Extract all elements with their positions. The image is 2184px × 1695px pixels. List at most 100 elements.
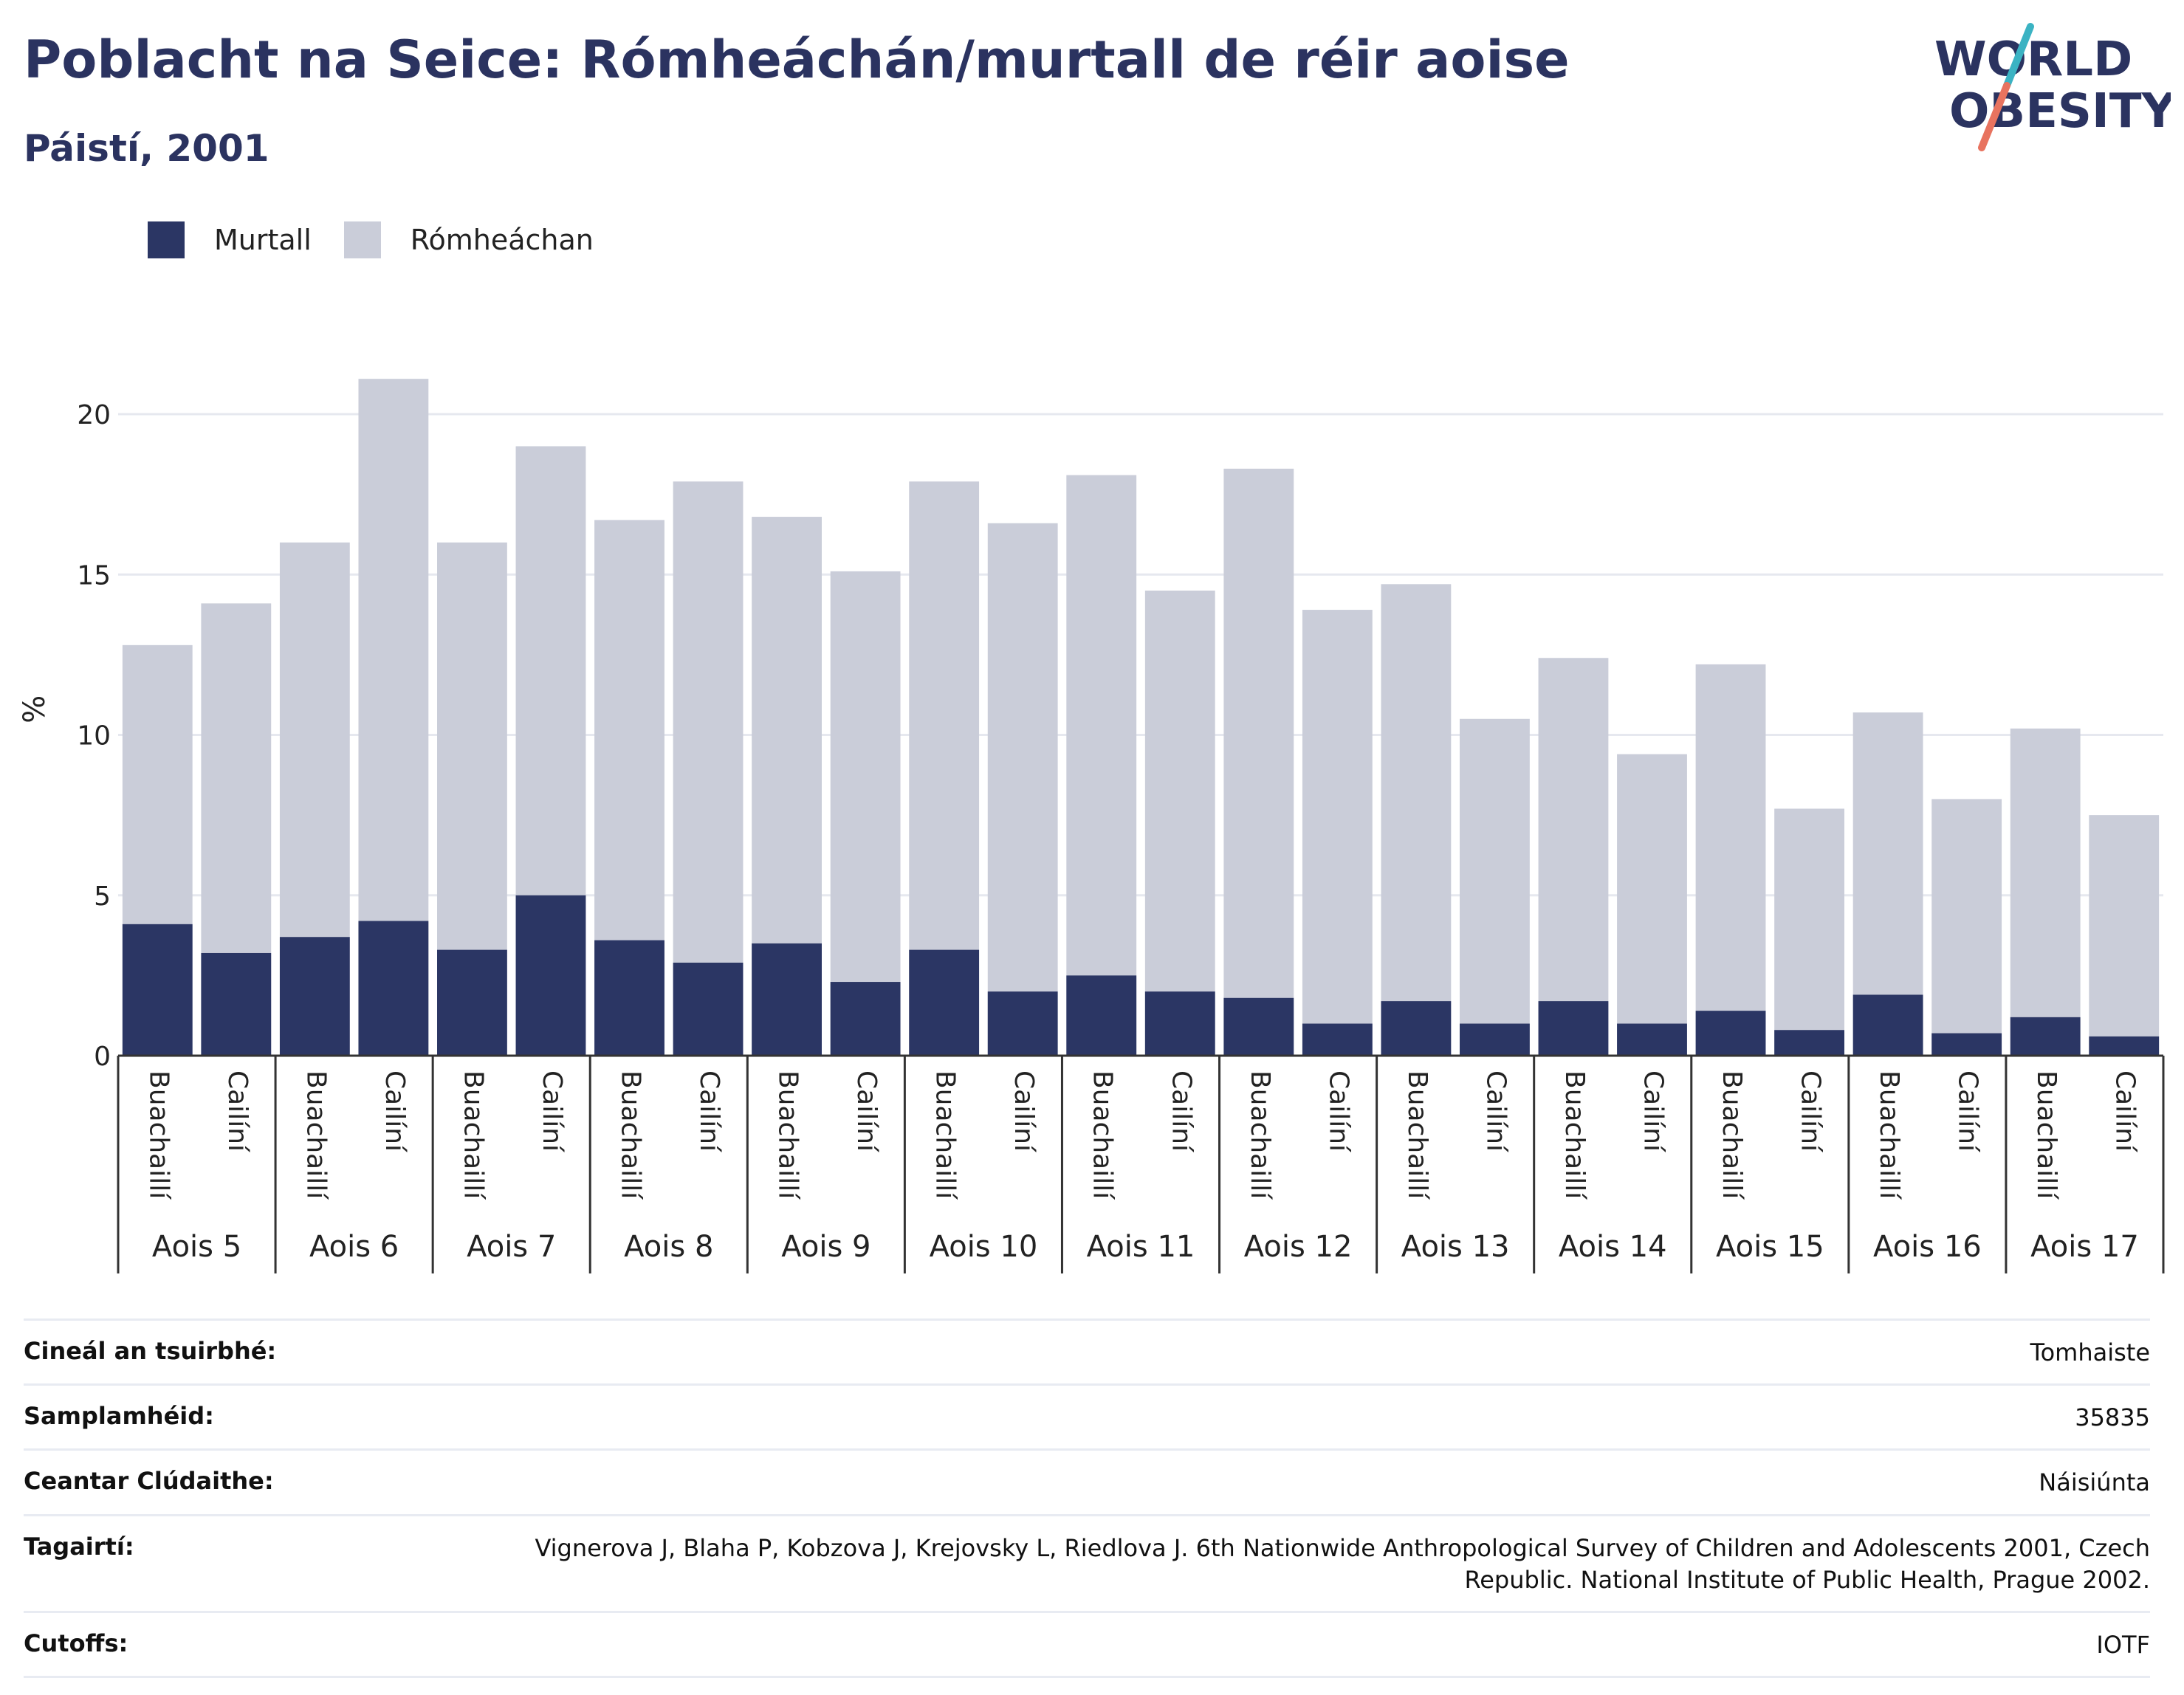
world-obesity-logo: WORLD OBESITY bbox=[1934, 23, 2171, 151]
bar-overweight bbox=[1066, 475, 1137, 1056]
bar-overweight bbox=[987, 523, 1058, 1056]
survey-info-table: Cineál an tsuirbhé: Tomhaiste Samplamhéi… bbox=[24, 1318, 2150, 1679]
bar-obese bbox=[437, 949, 507, 1056]
bar-obese bbox=[830, 982, 901, 1056]
x-subcategory-label: Buachaillí bbox=[2031, 1070, 2061, 1200]
cutoffs-label: Cutoffs: bbox=[24, 1629, 128, 1657]
bar-obese bbox=[1538, 1001, 1609, 1056]
x-subcategory-label: Cailíní bbox=[380, 1070, 410, 1152]
x-subcategory-label: Buachaillí bbox=[1245, 1070, 1275, 1200]
references-row: Tagairtí: Vignerova J, Blaha P, Kobzova … bbox=[24, 1516, 2150, 1613]
y-tick-label: 0 bbox=[94, 1042, 111, 1072]
bar-overweight bbox=[2010, 728, 2081, 1056]
x-group-label: Aois 15 bbox=[1716, 1230, 1824, 1264]
bar-obese bbox=[987, 991, 1058, 1056]
legend: Murtall Rómheáchan bbox=[148, 220, 626, 260]
area-covered-value: Náisiúnta bbox=[2039, 1468, 2150, 1497]
bar-obese bbox=[2089, 1036, 2160, 1056]
references-label: Tagairtí: bbox=[24, 1532, 134, 1561]
x-subcategory-label: Cailíní bbox=[2110, 1070, 2140, 1152]
area-covered-row: Ceantar Clúdaithe: Náisiúnta bbox=[24, 1451, 2150, 1516]
bar-obese bbox=[122, 924, 193, 1056]
y-tick-label: 10 bbox=[77, 721, 111, 752]
bar-overweight bbox=[673, 481, 744, 1056]
bar-overweight bbox=[1381, 584, 1452, 1056]
x-subcategory-label: Cailíní bbox=[1953, 1070, 1983, 1152]
x-subcategory-label: Buachaillí bbox=[773, 1070, 803, 1200]
logo-text-world: WORLD bbox=[1934, 32, 2132, 87]
legend-item-overweight: Rómheáchan bbox=[343, 221, 594, 258]
bar-overweight bbox=[1223, 468, 1294, 1056]
bar-obese bbox=[594, 940, 665, 1056]
bar-obese bbox=[279, 937, 350, 1056]
bar-obese bbox=[1617, 1023, 1687, 1056]
references-value: Vignerova J, Blaha P, Kobzova J, Krejovs… bbox=[535, 1533, 2150, 1594]
logo-slash-coral bbox=[1978, 82, 2010, 151]
x-subcategory-label: Buachaillí bbox=[1717, 1070, 1747, 1200]
bar-obese bbox=[1852, 994, 1923, 1056]
x-group-label: Aois 9 bbox=[781, 1230, 870, 1264]
x-subcategory-label: Cailíní bbox=[1480, 1070, 1511, 1152]
x-subcategory-label: Buachaillí bbox=[143, 1070, 174, 1200]
x-subcategory-label: Cailíní bbox=[1638, 1070, 1669, 1152]
bar-obese bbox=[673, 962, 744, 1056]
x-subcategory-label: Buachaillí bbox=[1402, 1070, 1432, 1200]
x-group-label: Aois 7 bbox=[467, 1230, 556, 1264]
bar-obese bbox=[909, 949, 980, 1056]
x-group-label: Aois 12 bbox=[1244, 1230, 1353, 1264]
x-subcategory-label: Buachaillí bbox=[458, 1070, 488, 1200]
x-subcategory-label: Cailíní bbox=[694, 1070, 724, 1152]
x-subcategory-label: Cailíní bbox=[1323, 1070, 1353, 1152]
chart-title: Poblacht na Seice: Rómheáchán/murtall de… bbox=[24, 30, 1570, 90]
bar-obese bbox=[1460, 1023, 1530, 1056]
x-subcategory-label: Buachaillí bbox=[1874, 1070, 1904, 1200]
bar-obese bbox=[1066, 975, 1137, 1056]
bar-obese bbox=[2010, 1017, 2081, 1056]
x-group-label: Aois 16 bbox=[1873, 1230, 1982, 1264]
y-tick-label: 5 bbox=[94, 881, 111, 912]
bar-overweight bbox=[1695, 664, 1766, 1056]
x-subcategory-label: Buachaillí bbox=[1088, 1070, 1118, 1200]
x-group-label: Aois 6 bbox=[309, 1230, 399, 1264]
x-subcategory-label: Cailíní bbox=[537, 1070, 567, 1152]
logo-slash-teal bbox=[2003, 23, 2034, 89]
x-subcategory-label: Buachaillí bbox=[1559, 1070, 1590, 1200]
cutoffs-value: IOTF bbox=[2096, 1630, 2150, 1659]
bar-overweight bbox=[830, 571, 901, 1056]
bar-overweight bbox=[1302, 610, 1373, 1056]
bar-obese bbox=[1774, 1030, 1844, 1056]
x-group-label: Aois 5 bbox=[152, 1230, 241, 1264]
x-group-label: Aois 13 bbox=[1401, 1230, 1510, 1264]
sample-size-value: 35835 bbox=[2075, 1403, 2150, 1432]
bar-overweight bbox=[1931, 799, 2002, 1056]
cutoffs-row: Cutoffs: IOTF bbox=[24, 1613, 2150, 1679]
x-subcategory-label: Cailíní bbox=[1166, 1070, 1196, 1152]
x-subcategory-label: Buachaillí bbox=[616, 1070, 646, 1200]
bar-obese bbox=[752, 943, 822, 1056]
x-group-label: Aois 8 bbox=[624, 1230, 713, 1264]
legend-label-overweight: Rómheáchan bbox=[410, 224, 594, 256]
x-subcategory-label: Cailíní bbox=[222, 1070, 253, 1152]
legend-item-obese: Murtall bbox=[148, 221, 312, 258]
bar-obese bbox=[358, 921, 429, 1056]
y-tick-label: 15 bbox=[77, 560, 111, 591]
bar-obese bbox=[1144, 991, 1215, 1056]
bar-obese bbox=[1931, 1033, 2002, 1056]
sample-size-label: Samplamhéid: bbox=[24, 1402, 214, 1431]
x-subcategory-label: Cailíní bbox=[1796, 1070, 1826, 1152]
survey-type-value: Tomhaiste bbox=[2030, 1338, 2150, 1366]
x-subcategory-label: Buachaillí bbox=[301, 1070, 331, 1200]
sample-size-row: Samplamhéid: 35835 bbox=[24, 1386, 2150, 1451]
bar-overweight bbox=[1774, 808, 1844, 1056]
x-group-label: Aois 10 bbox=[930, 1230, 1038, 1264]
survey-type-label: Cineál an tsuirbhé: bbox=[24, 1337, 277, 1365]
bar-obese bbox=[1302, 1023, 1373, 1056]
x-group-label: Aois 14 bbox=[1559, 1230, 1667, 1264]
bar-obese bbox=[1695, 1011, 1766, 1056]
legend-swatch-obese bbox=[148, 221, 185, 258]
x-group-label: Aois 17 bbox=[2030, 1230, 2139, 1264]
x-subcategory-label: Cailíní bbox=[851, 1070, 882, 1152]
bar-obese bbox=[1223, 997, 1294, 1056]
y-axis-label: % bbox=[18, 695, 52, 723]
bar-obese bbox=[515, 895, 586, 1056]
